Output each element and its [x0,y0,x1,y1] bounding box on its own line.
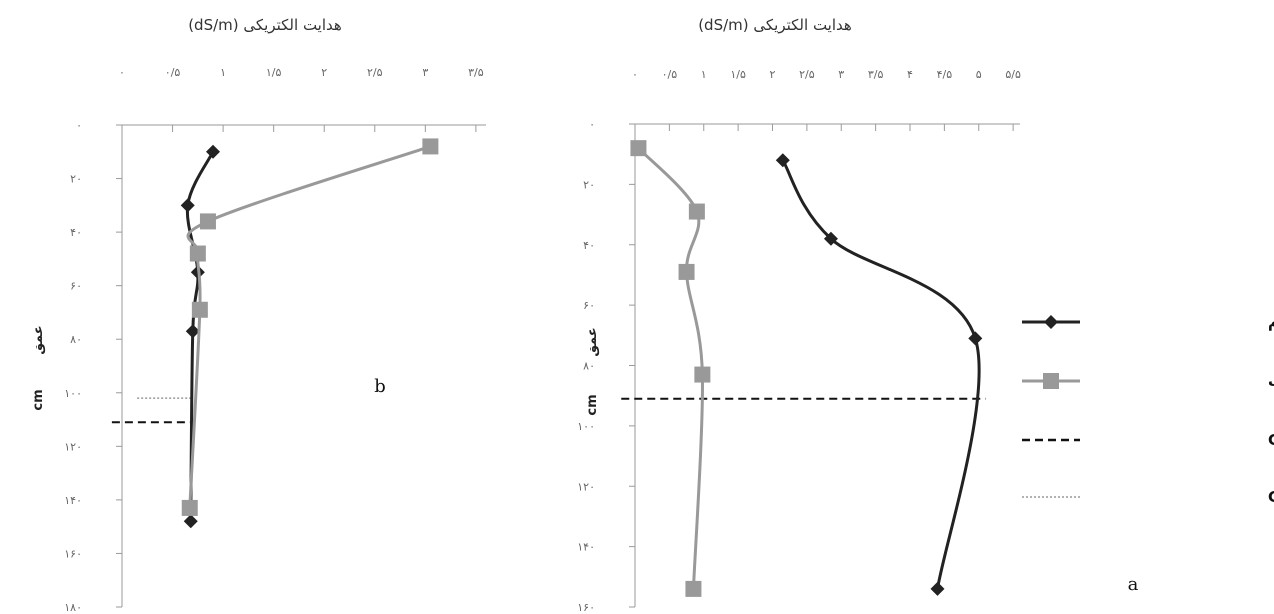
x-tick-label: ۴ [907,68,913,81]
legend-swatch-marker [1043,373,1059,389]
x-tick-label: ۰/۵ [165,66,181,79]
data-point-wheat [180,198,195,213]
x-tick-label: ۳ [422,66,428,79]
y-tick-label: ۶۰ [70,280,82,293]
y-tick-label: ۱۶۰ [577,601,595,614]
series-line-wheat [781,159,981,590]
x-tick-label: ۵/۵ [1005,68,1021,81]
y-tick-label: ۲۰ [70,173,82,186]
x-tick-label: ۲/۵ [799,68,815,81]
data-point-wheat [775,153,790,168]
series-line-apple-orchard [637,147,704,589]
y-tick-label: ۴۰ [583,239,595,252]
panel-b-chart: هدایت الکتریکی (dS/m) ۰ ۰/۵ ۱ ۱/۵ ۲ ۲/۵ ۳ ۳/۵ ۰ ۲۰… [31,16,486,614]
data-point-wheat [185,324,200,339]
chart-title: هدایت الکتریکی (dS/m) [698,16,852,34]
x-tick-label: ۰ [119,66,125,79]
data-point-apple-orchard [685,580,702,597]
y-axis-label-unit: cm [585,394,600,415]
x-tick-label: ۰/۵ [662,68,678,81]
data-point-apple-orchard [694,366,711,383]
legend-label: کاربری باغ سیب [1268,372,1274,390]
x-tick-label: ۱ [220,66,226,79]
x-tick-label: ۲ [770,68,776,81]
x-tick-label: ۴/۵ [937,68,953,81]
y-tick-label: ۱۴۰ [577,541,595,554]
chart-title: هدایت الکتریکی (dS/m) [188,16,342,34]
data-point-wheat [183,514,198,529]
data-point-apple-orchard [630,140,647,157]
panel-a-chart: هدایت الکتریکی (dS/m) ۰ ۰/۵ ۱ ۱/۵ ۲ ۲/۵ ۳ ۳/۵ ۴ ۴/… [577,16,1138,614]
y-tick-label: ۸۰ [583,360,595,373]
x-tick-label: ۲ [321,66,327,79]
x-tick-label: ۳/۵ [468,66,484,79]
y-tick-label: ۸۰ [70,333,82,346]
data-point-apple-orchard [191,301,208,318]
y-tick-label: ۱۰۰ [577,420,595,433]
panel-label: a [1128,574,1139,595]
data-point-apple-orchard [199,213,216,230]
x-tick-label: ۳ [838,68,844,81]
x-tick-label: ۱ [701,68,707,81]
y-tick-label: ۱۴۰ [64,494,82,507]
y-tick-label: ۶۰ [583,299,595,312]
data-point-wheat [930,581,945,596]
data-point-apple-orchard [189,245,206,262]
panel-label: b [374,376,386,397]
y-tick-label: ۱۲۰ [577,480,595,493]
x-tick-label: ۱/۵ [730,68,746,81]
data-point-apple-orchard [678,263,695,280]
x-tick-label: ۰ [632,68,638,81]
legend-label: مرز بالایی افق C [1268,431,1274,449]
y-tick-label: ۲۰ [583,178,595,191]
x-tick-label: ۱/۵ [266,66,282,79]
series-line-apple-orchard [186,145,431,508]
y-tick-label: ۱۰۰ [64,387,82,400]
y-tick-label: ۴۰ [70,226,82,239]
series-line-wheat [185,151,215,522]
legend: کاربری گندم کاربری باغ سیب مرز بالایی افق … [1022,313,1274,506]
data-point-wheat [206,144,220,159]
legend-swatch-marker [1044,315,1058,329]
legend-label: مرز بالایی افق C [1268,488,1274,506]
y-tick-label: ۱۸۰ [64,601,82,614]
y-tick-label: ۱۶۰ [64,547,82,560]
y-axis-label-depth: عمق [585,327,600,356]
data-point-apple-orchard [688,203,705,220]
data-point-wheat [968,331,983,346]
y-axis-label-depth: عمق [31,325,46,354]
data-point-wheat [823,231,838,246]
y-tick-label: ۱۲۰ [64,440,82,453]
y-axis-label-unit: cm [31,389,46,410]
data-point-apple-orchard [422,138,439,155]
legend-label: کاربری گندم [1268,313,1274,331]
y-tick-label: ۰ [589,118,595,131]
x-tick-label: ۵ [976,68,982,81]
data-point-apple-orchard [181,499,198,516]
y-tick-label: ۰ [76,119,82,132]
x-tick-label: ۲/۵ [367,66,383,79]
x-tick-label: ۳/۵ [868,68,884,81]
